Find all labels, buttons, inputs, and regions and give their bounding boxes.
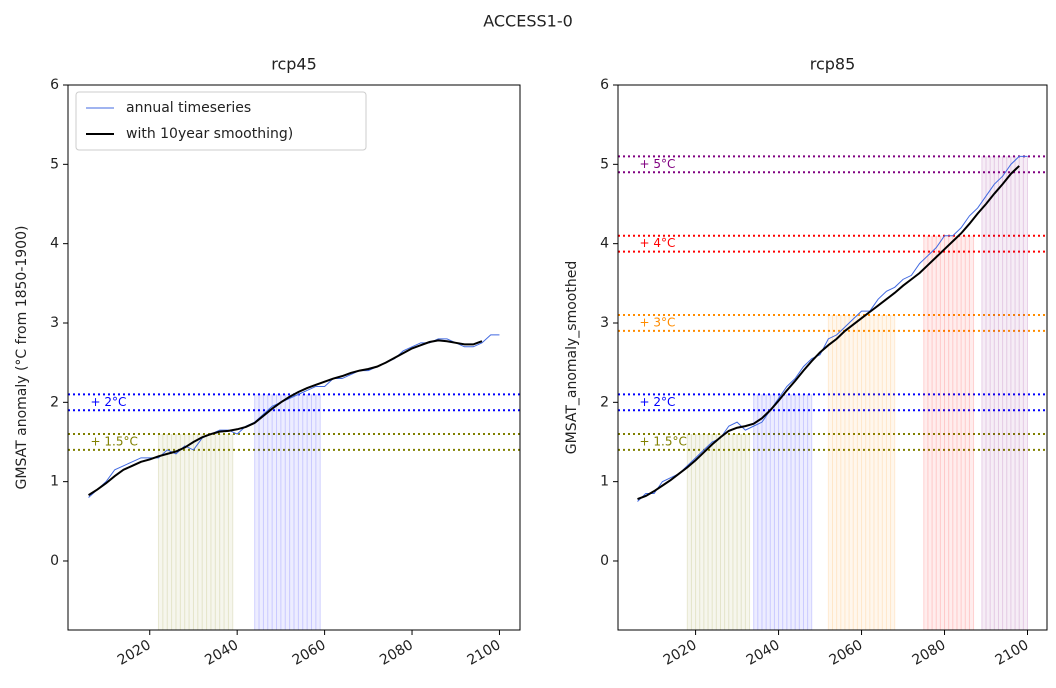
crossing-window bbox=[923, 235, 974, 631]
y-tick-label: 1 bbox=[50, 474, 59, 490]
data-line bbox=[637, 155, 1028, 502]
plot-frame bbox=[617, 84, 1048, 631]
y-tick-label: 4 bbox=[600, 236, 609, 252]
plot-frame bbox=[67, 84, 521, 631]
y-tick-label: 2 bbox=[600, 394, 609, 410]
x-tick-label: 2060 bbox=[290, 637, 329, 669]
y-tick-label: 5 bbox=[600, 156, 609, 172]
x-tick-label: 2020 bbox=[661, 637, 700, 669]
threshold-label: + 4°C bbox=[640, 236, 676, 250]
threshold-label: + 2°C bbox=[91, 395, 127, 409]
y-tick-label: 6 bbox=[50, 77, 59, 93]
crossing-window bbox=[254, 394, 321, 630]
figure-title: ACCESS1-0 bbox=[483, 12, 573, 31]
threshold-label: + 5°C bbox=[640, 157, 676, 171]
legend-label: annual timeseries bbox=[126, 100, 251, 116]
y-tick-label: 3 bbox=[600, 315, 609, 331]
threshold-label: + 3°C bbox=[640, 315, 676, 329]
y-tick-label: 3 bbox=[50, 315, 59, 331]
crossing-window bbox=[828, 315, 895, 630]
x-tick-label: 2080 bbox=[377, 637, 416, 669]
y-tick-label: 2 bbox=[50, 394, 59, 410]
y-tick-label: 0 bbox=[600, 553, 609, 569]
threshold-label: + 2°C bbox=[640, 395, 676, 409]
x-tick-label: 2020 bbox=[115, 637, 154, 669]
x-tick-label: 2040 bbox=[744, 637, 783, 669]
y-tick-label: 6 bbox=[600, 77, 609, 93]
y-tick-label: 4 bbox=[50, 236, 59, 252]
x-tick-label: 2080 bbox=[910, 637, 949, 669]
x-tick-label: 2040 bbox=[202, 637, 241, 669]
y-tick-label: 0 bbox=[50, 553, 59, 569]
y-tick-label: 1 bbox=[600, 474, 609, 490]
crossing-window bbox=[158, 434, 233, 630]
threshold-label: + 1.5°C bbox=[640, 434, 687, 448]
crossing-window bbox=[687, 434, 750, 630]
data-line bbox=[88, 339, 483, 496]
crossing-window bbox=[753, 394, 812, 630]
x-tick-label: 2100 bbox=[993, 637, 1032, 669]
y-axis-label: GMSAT anomaly (°C from 1850-1900) bbox=[14, 226, 30, 490]
threshold-label: + 1.5°C bbox=[91, 434, 138, 448]
crossing-window bbox=[981, 156, 1028, 630]
subplot-title: rcp45 bbox=[271, 55, 317, 74]
y-tick-label: 5 bbox=[50, 156, 59, 172]
data-line bbox=[637, 165, 1020, 501]
legend-box bbox=[75, 91, 367, 151]
x-tick-label: 2060 bbox=[827, 637, 866, 669]
y-axis-label: GMSAT_anomaly_smoothed bbox=[564, 261, 580, 454]
legend-label: with 10year smoothing) bbox=[126, 126, 293, 142]
x-tick-label: 2100 bbox=[465, 637, 504, 669]
subplot-title: rcp85 bbox=[810, 55, 856, 74]
